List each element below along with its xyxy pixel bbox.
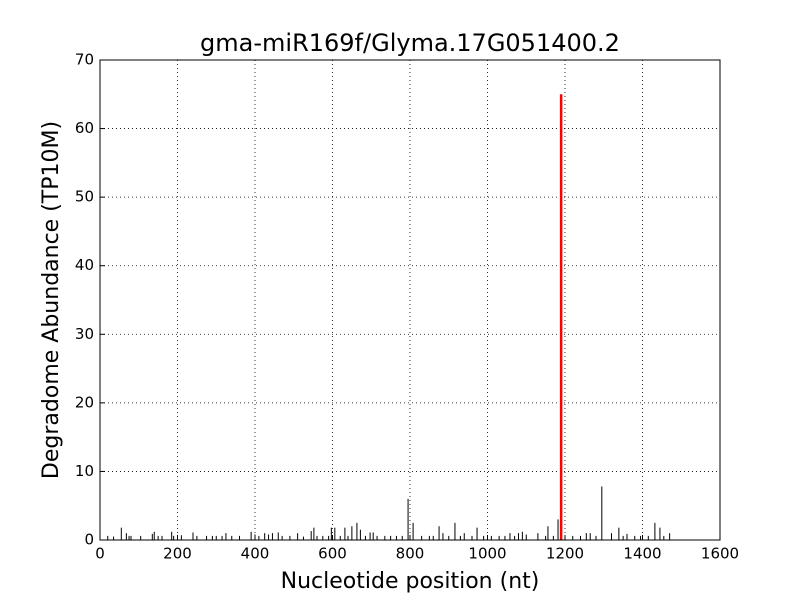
x-tick-label: 1400	[623, 545, 661, 563]
x-tick-label: 200	[163, 545, 192, 563]
x-axis-label: Nucleotide position (nt)	[281, 569, 540, 594]
y-tick-label: 20	[75, 393, 94, 411]
y-tick-label: 30	[75, 325, 94, 343]
chart-title: gma-miR169f/Glyma.17G051400.2	[200, 29, 620, 57]
y-tick-label: 0	[84, 531, 94, 549]
y-tick-label: 60	[75, 119, 94, 137]
y-tick-label: 70	[75, 51, 94, 69]
y-tick-label: 10	[75, 462, 94, 480]
x-tick-label: 800	[396, 545, 425, 563]
y-tick-label: 40	[75, 256, 94, 274]
x-tick-label: 400	[241, 545, 270, 563]
y-axis-label: Degradome Abundance (TP10M)	[39, 121, 64, 479]
x-tick-label: 1000	[468, 545, 506, 563]
x-tick-label: 0	[95, 545, 105, 563]
y-tick-label: 50	[75, 188, 94, 206]
x-tick-label: 1200	[546, 545, 584, 563]
x-tick-label: 1600	[701, 545, 739, 563]
x-tick-label: 600	[318, 545, 347, 563]
